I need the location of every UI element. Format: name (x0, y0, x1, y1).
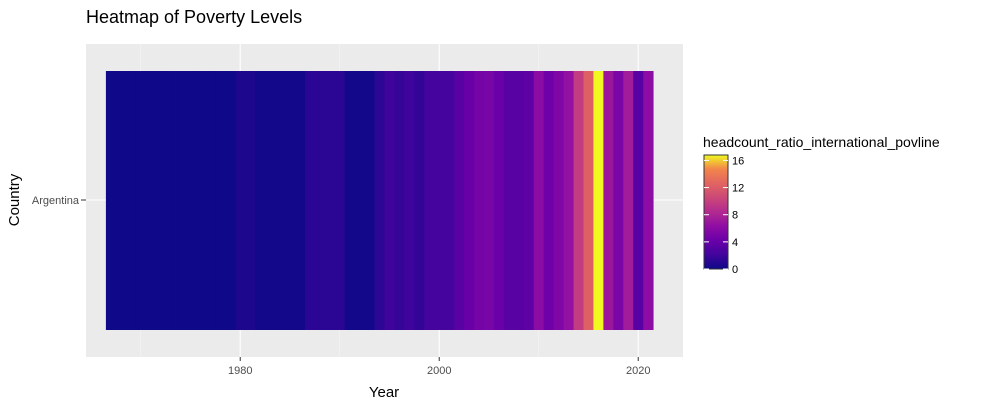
y-axis-title: Country (6, 173, 23, 226)
x-axis-title: Year (369, 384, 399, 400)
heatmap-cell (503, 71, 515, 330)
heatmap-cell (225, 71, 236, 330)
heatmap-cell (474, 71, 485, 330)
heatmap-cell (533, 71, 545, 330)
y-axis: Argentina (32, 195, 86, 207)
heatmap-cell (374, 71, 385, 330)
colorbar (703, 154, 729, 270)
x-tick-label: 2000 (427, 365, 451, 377)
heatmap-cell (235, 71, 246, 330)
colorbar-tick-label: 4 (732, 237, 738, 249)
heatmap-cell (115, 71, 127, 330)
heatmap-cell (314, 71, 326, 330)
y-tick-label: Argentina (32, 195, 80, 207)
colorbar-tick-label: 0 (732, 264, 738, 276)
heatmap-cell (404, 71, 415, 330)
heatmap-cell (145, 71, 157, 330)
heatmap-cell (364, 71, 375, 330)
heatmap-cell (613, 71, 624, 330)
heatmap-cell (394, 71, 405, 330)
heatmap-cell (633, 71, 644, 330)
heatmap-cell (304, 71, 316, 330)
heatmap-cell (265, 71, 276, 330)
heatmap-cell (334, 71, 346, 330)
heatmap-cell (563, 71, 574, 330)
heatmap-cell (643, 71, 654, 330)
heatmap-cell (354, 71, 365, 330)
heatmap-cell (593, 71, 604, 330)
x-tick-label: 2020 (626, 365, 650, 377)
heatmap-cell (165, 71, 176, 330)
heatmap-cell (424, 71, 435, 330)
colorbar-tick-label: 16 (732, 155, 744, 167)
legend-title: headcount_ratio_international_povline (703, 134, 940, 150)
heatmap-cell (324, 71, 336, 330)
heatmap-cell (493, 71, 505, 330)
colorbar-tick-label: 12 (732, 183, 744, 195)
colorbar-ticks: 0 4 8 12 16 (704, 155, 744, 276)
heatmap-cell (454, 71, 465, 330)
heatmap-cell (175, 71, 186, 330)
heatmap-cell (384, 71, 395, 330)
heatmap-cell (523, 71, 535, 330)
heatmap-cell (484, 71, 495, 330)
heatmap-cell (105, 71, 117, 330)
heatmap-cell (205, 71, 216, 330)
heatmap-cell (185, 71, 196, 330)
heatmap-cell (434, 71, 445, 330)
chart-title: Heatmap of Poverty Levels (86, 7, 302, 27)
heatmap-cell (573, 71, 584, 330)
heatmap-cell (344, 71, 356, 330)
heatmap-cell (245, 71, 256, 330)
heatmap-cell (513, 71, 525, 330)
heatmap-cell (464, 71, 475, 330)
heatmap-cell (285, 71, 296, 330)
heatmap-cell (135, 71, 147, 330)
heatmap-cell (583, 71, 594, 330)
heatmap-cell (195, 71, 206, 330)
heatmap-cell (603, 71, 614, 330)
heatmap-cell (155, 71, 166, 330)
heatmap-cell (543, 71, 555, 330)
heatmap-cells (105, 71, 654, 330)
heatmap-cell (275, 71, 286, 330)
heatmap-cell (553, 71, 564, 330)
heatmap-cell (623, 71, 634, 330)
heatmap-cell (294, 71, 306, 330)
heatmap-cell (215, 71, 226, 330)
x-axis: 1980 2000 2020 (228, 357, 650, 377)
colorbar-tick-label: 8 (732, 210, 738, 222)
heatmap-cell (125, 71, 137, 330)
heatmap-cell (255, 71, 266, 330)
x-tick-label: 1980 (228, 365, 252, 377)
heatmap-cell (414, 71, 425, 330)
heatmap-cell (444, 71, 455, 330)
